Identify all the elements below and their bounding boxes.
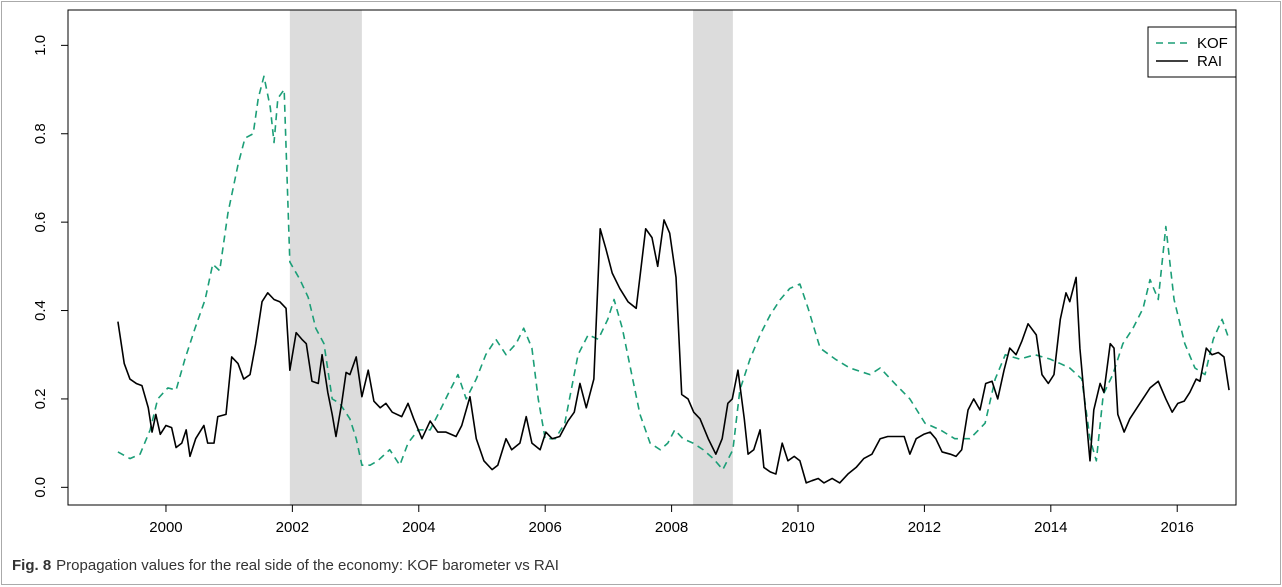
x-tick-label: 2014 [1034,519,1067,536]
series-line [117,75,1230,471]
x-tick-label: 2006 [528,519,561,536]
plot-frame [67,9,1237,506]
shaded-region [693,10,733,505]
legend-label: KOF [1197,35,1228,52]
x-tick-label: 2012 [908,519,941,536]
y-tick-label: 1.0 [32,35,49,56]
caption: Fig. 8 Propagation values for the real si… [12,557,559,574]
x-tick-label: 2008 [655,519,688,536]
x-tick-label: 2002 [276,519,309,536]
x-tick-label: 2010 [781,519,814,536]
caption-text: Propagation values for the real side of … [56,557,559,574]
y-tick-label: 0.4 [32,300,49,321]
legend-label: RAI [1197,53,1222,70]
y-tick-label: 0.2 [32,388,49,409]
y-tick-label: 0.0 [32,477,49,498]
y-tick-label: 0.8 [32,123,49,144]
x-tick-label: 2000 [149,519,182,536]
y-tick-label: 0.6 [32,212,49,233]
caption-label: Fig. 8 [12,557,51,574]
shaded-region [289,10,362,505]
legend-box [1147,26,1237,78]
x-tick-label: 2016 [1161,519,1194,536]
x-tick-label: 2004 [402,519,435,536]
series-line [117,219,1230,484]
